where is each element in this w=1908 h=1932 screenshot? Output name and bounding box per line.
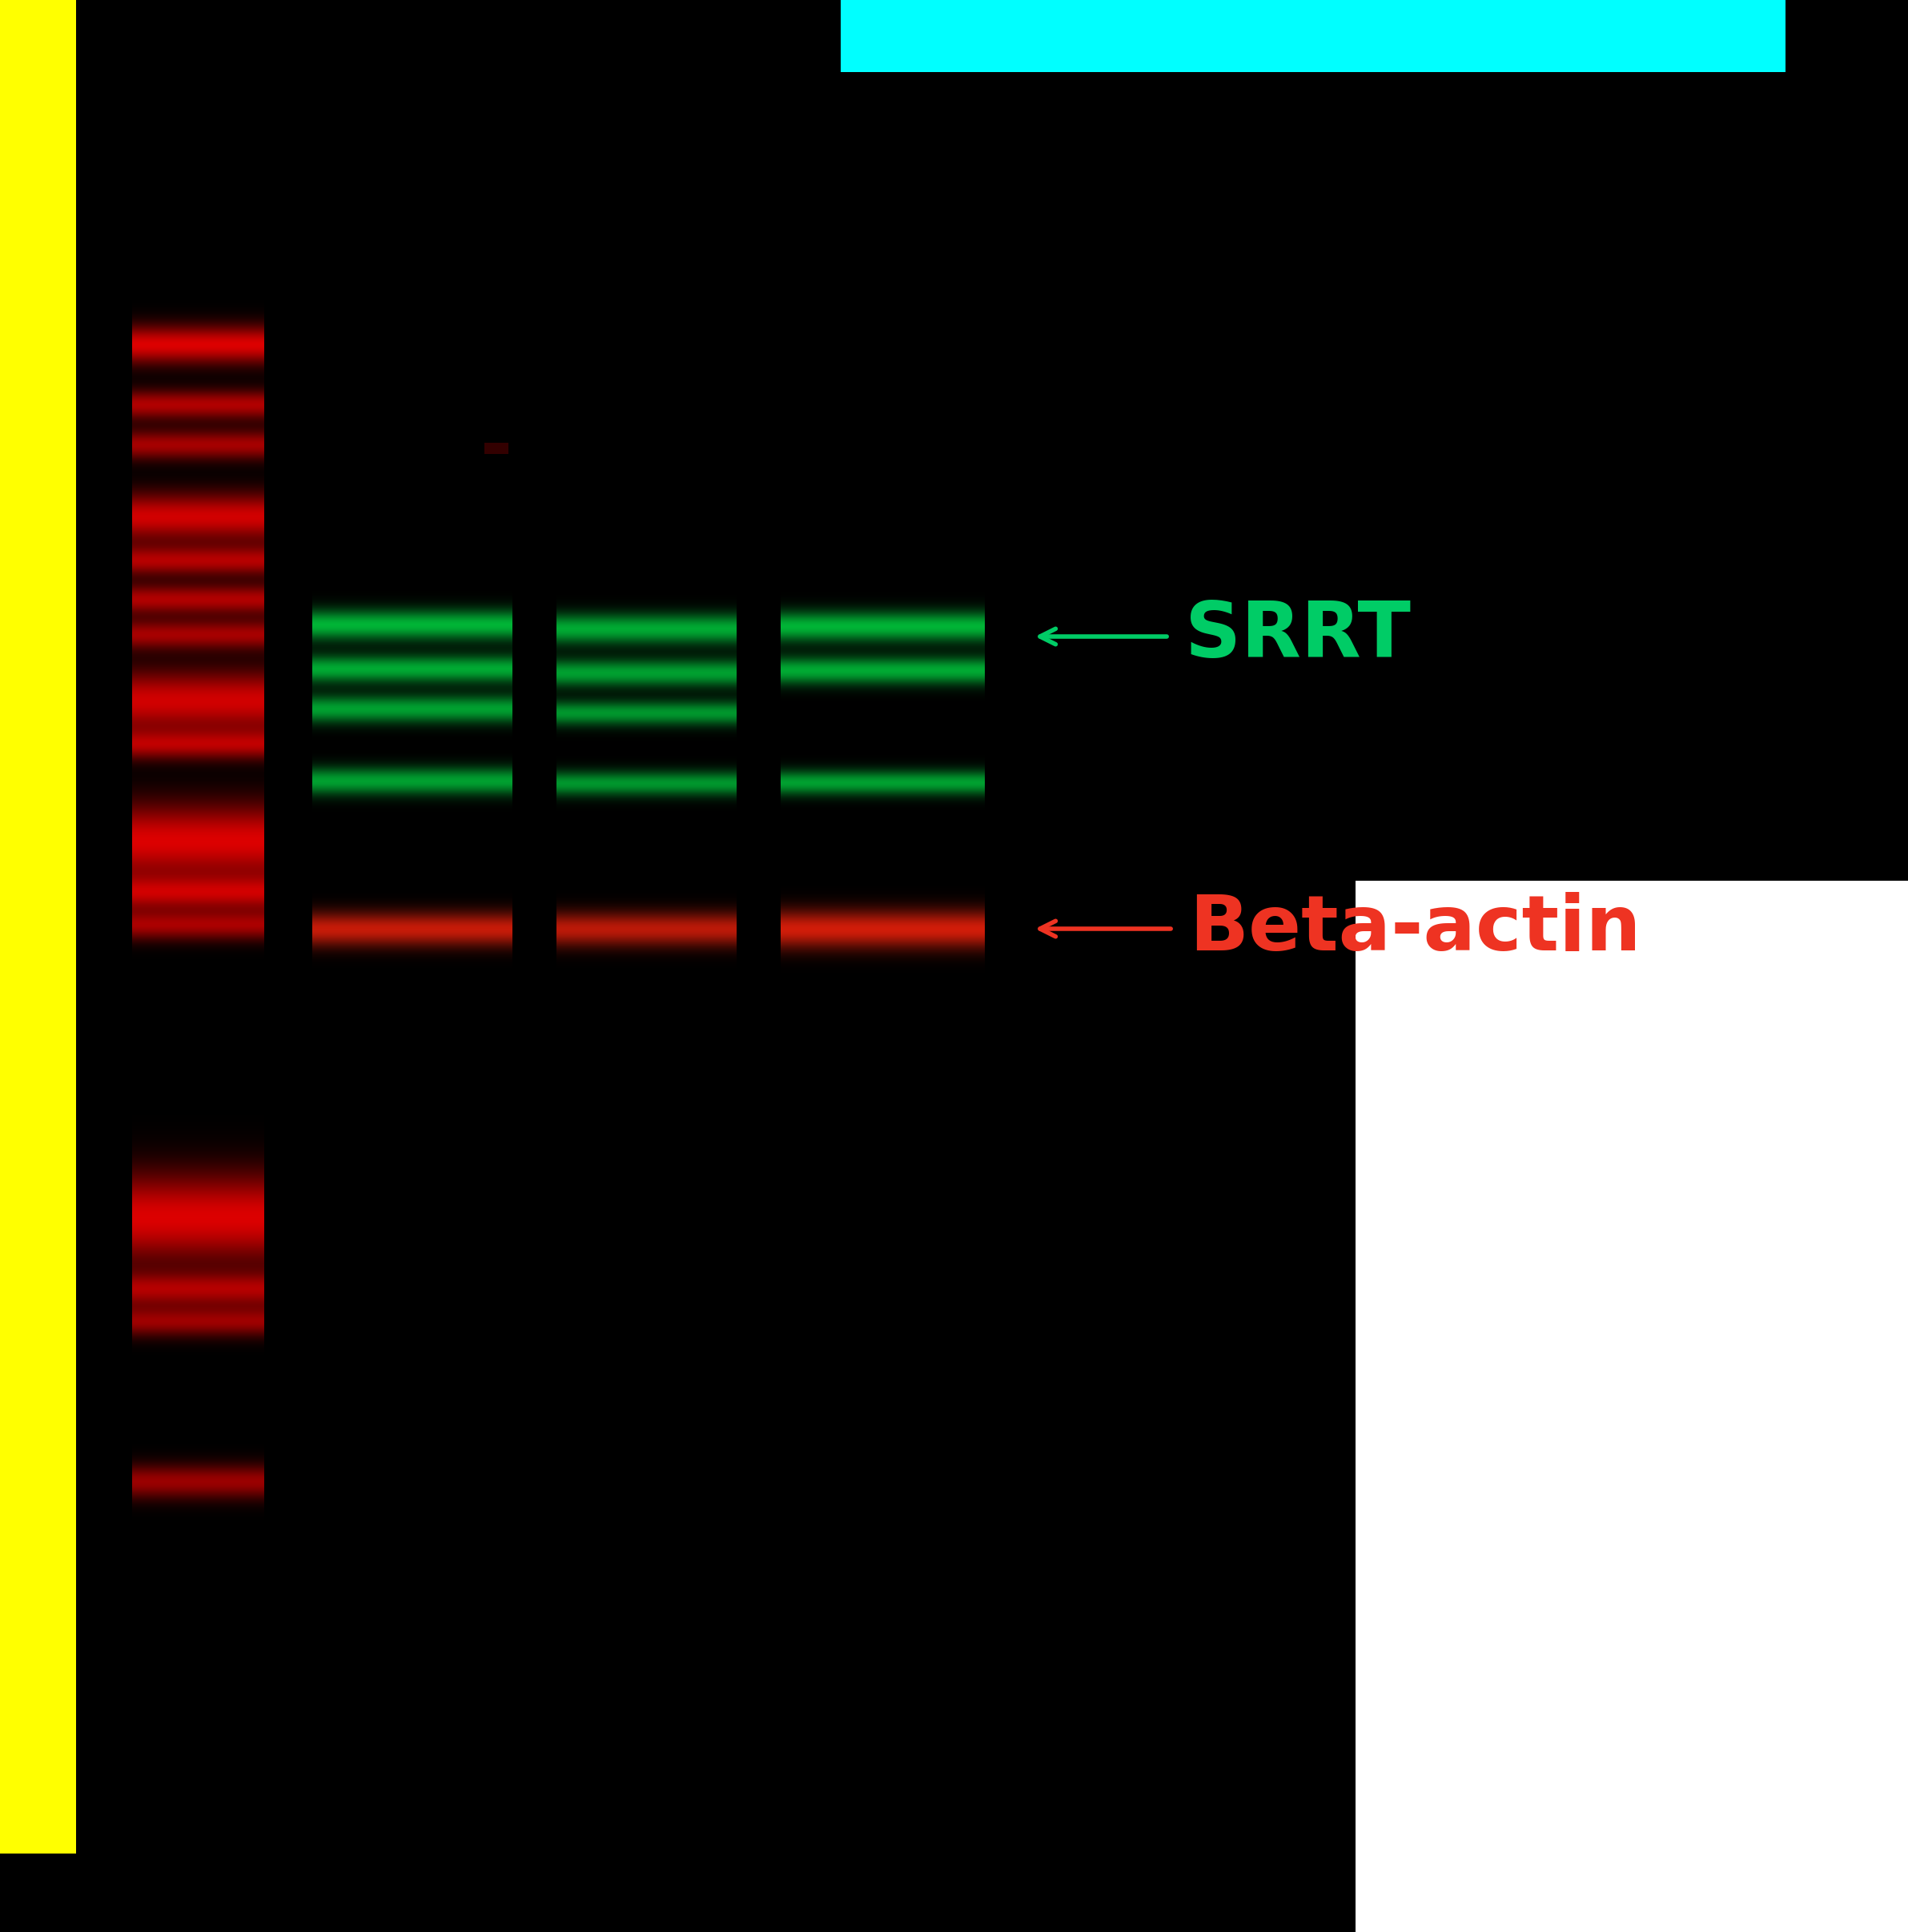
Text: SRRT: SRRT	[1185, 599, 1410, 674]
Text: Beta-actin: Beta-actin	[1189, 891, 1641, 966]
